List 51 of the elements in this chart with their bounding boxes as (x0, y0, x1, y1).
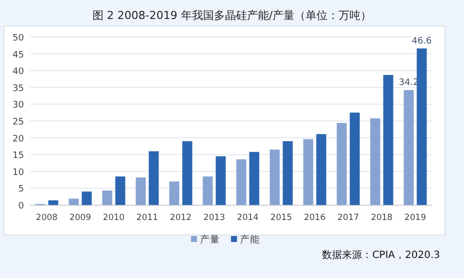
x-tick-label: 2010 (102, 213, 125, 223)
y-tick-label: 30 (12, 100, 24, 111)
bar (102, 190, 112, 205)
legend-label: 产量 (200, 234, 220, 246)
y-tick-label: 40 (12, 67, 24, 78)
bar (282, 141, 293, 205)
bar (182, 141, 192, 205)
source-note: 数据来源：CPIA，2020.3 (322, 249, 440, 261)
x-tick-label: 2019 (404, 213, 426, 223)
bar (249, 152, 260, 205)
x-tick-label: 2013 (203, 213, 226, 223)
data-label: 46.6 (412, 36, 432, 46)
bar (370, 118, 380, 205)
y-tick-label: 0 (18, 202, 24, 212)
bar (48, 200, 58, 205)
y-tick-label: 35 (12, 84, 24, 94)
y-tick-label: 20 (12, 134, 24, 144)
bar (68, 198, 79, 205)
bar (404, 90, 414, 205)
y-tick-label: 50 (12, 34, 24, 44)
y-tick-label: 45 (12, 50, 24, 60)
x-tick-label: 2012 (170, 213, 192, 223)
x-tick-label: 2018 (370, 213, 393, 223)
bar (216, 156, 226, 205)
y-tick-label: 15 (12, 151, 24, 162)
bar (350, 112, 360, 205)
y-tick-label: 25 (12, 118, 24, 128)
y-tick-label: 10 (12, 168, 24, 178)
x-tick-label: 2016 (304, 213, 326, 223)
bar (148, 151, 159, 205)
x-tick-label: 2017 (337, 213, 360, 223)
bar (336, 123, 347, 205)
y-tick-label: 5 (18, 184, 24, 195)
x-tick-label: 2015 (270, 213, 292, 223)
x-tick-label: 2014 (236, 213, 259, 223)
bar (316, 134, 326, 205)
bar (82, 192, 92, 205)
bar (202, 176, 213, 205)
bar (383, 74, 394, 205)
chart-title: 图 2 2008-2019 年我国多晶硅产能/产量（单位：万吨） (92, 9, 372, 22)
bar (115, 176, 126, 205)
x-tick-label: 2009 (69, 213, 92, 223)
bar (136, 177, 146, 205)
x-tick-label: 2008 (36, 213, 58, 223)
bar (303, 139, 314, 205)
bar (169, 181, 180, 205)
legend-label: 产能 (240, 234, 260, 246)
bar (416, 48, 427, 205)
x-tick-label: 2011 (136, 213, 158, 223)
bar (236, 159, 246, 205)
bar (270, 150, 280, 205)
